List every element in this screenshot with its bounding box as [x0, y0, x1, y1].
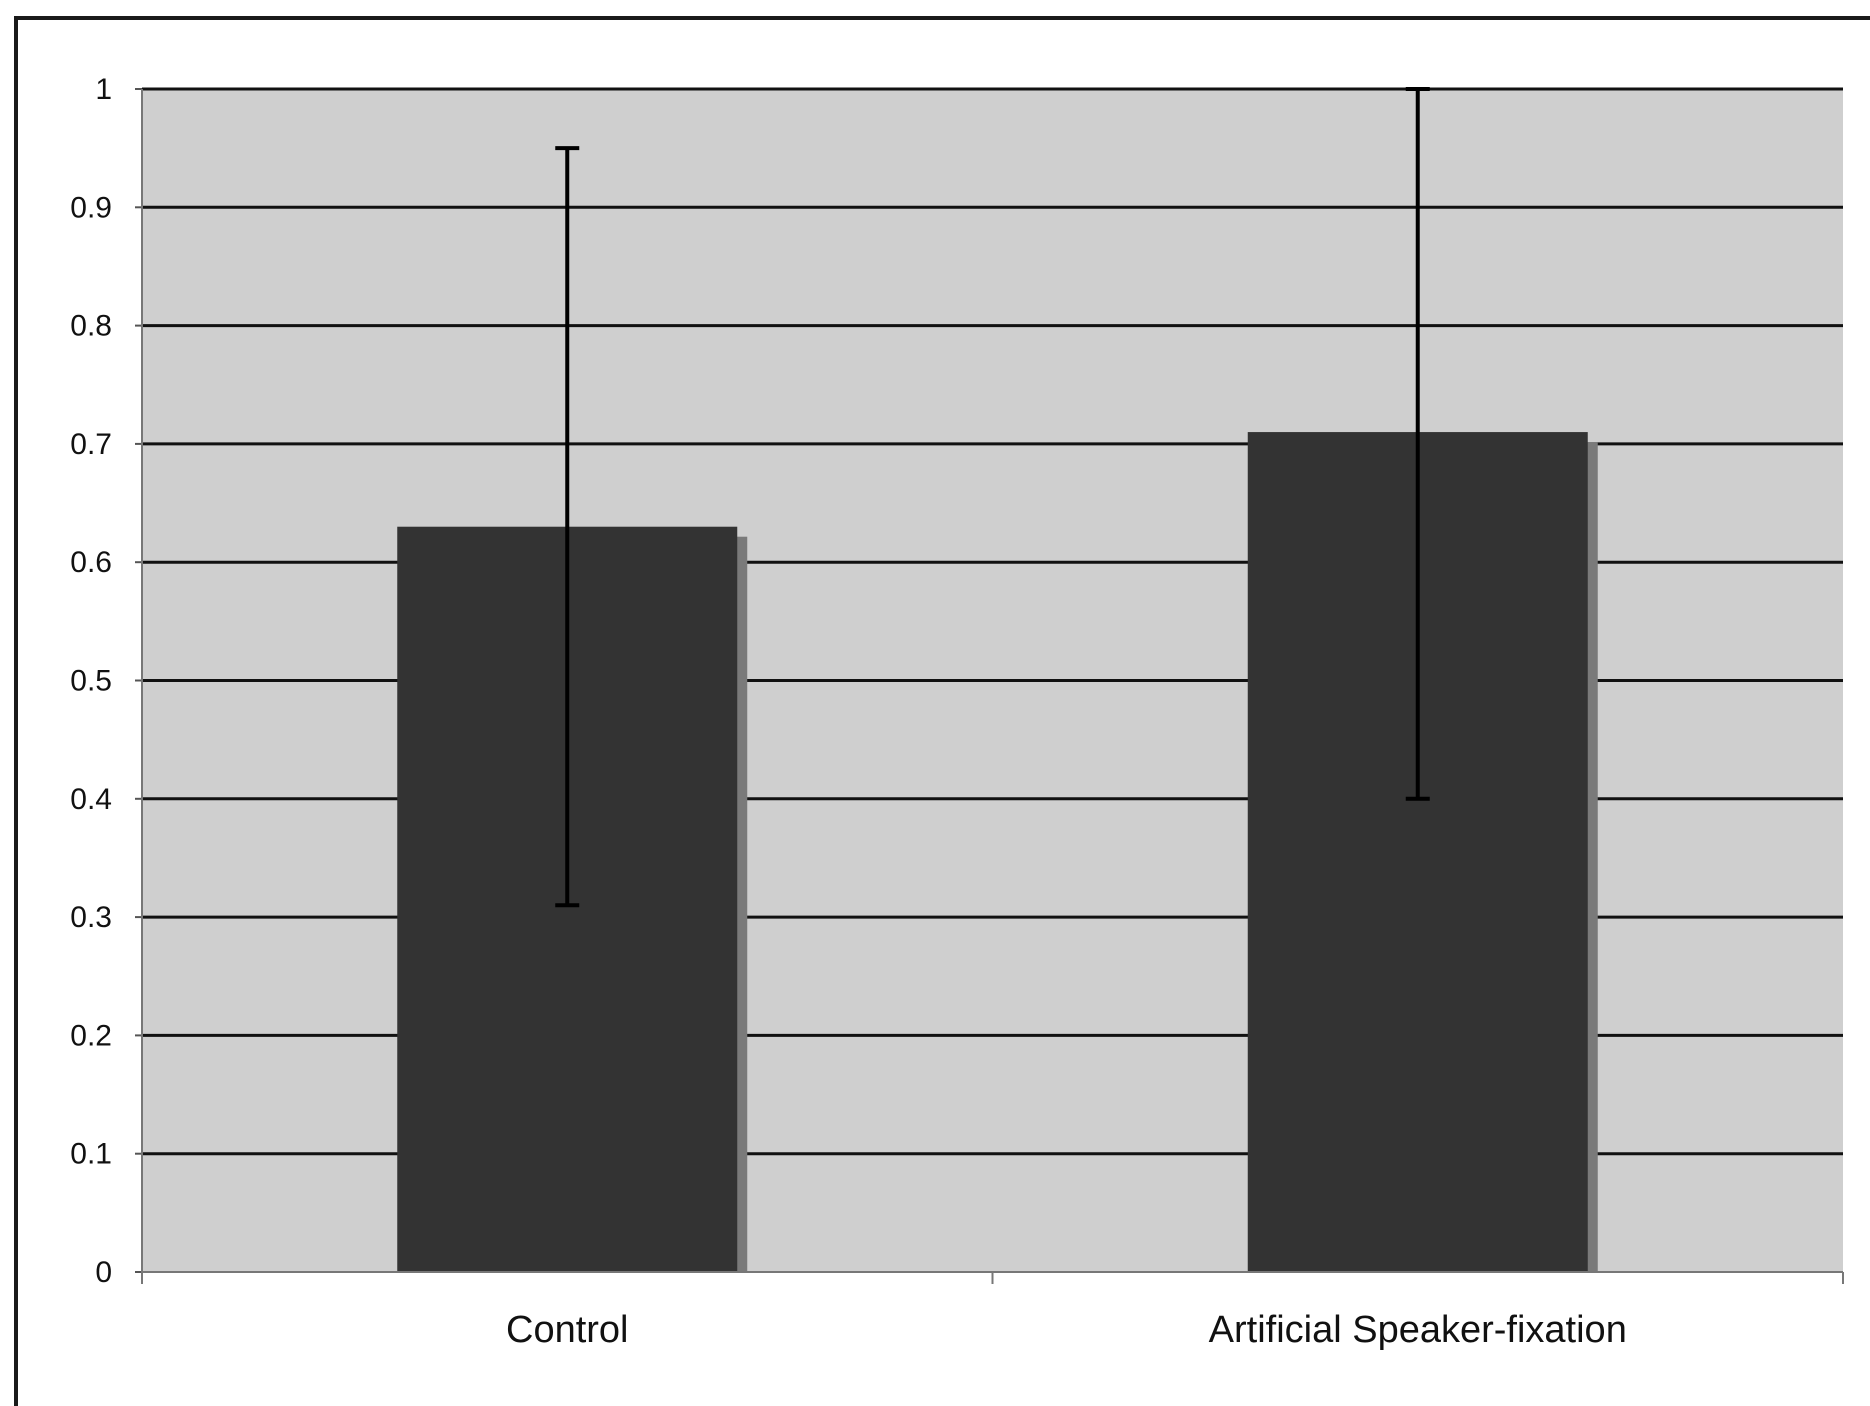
y-tick-label: 0.3 — [70, 901, 112, 934]
error-bars — [555, 87, 1430, 908]
y-tick-label: 0.4 — [70, 783, 112, 816]
y-tick-label: 1 — [95, 73, 112, 106]
axes — [141, 89, 1844, 1284]
y-tick-label: 0.8 — [70, 310, 112, 343]
y-tick-label: 0.2 — [70, 1019, 112, 1052]
y-tick-label: 0 — [95, 1256, 112, 1289]
x-category-label: Control — [506, 1309, 629, 1351]
x-category-label: Artificial Speaker-fixation — [1209, 1309, 1627, 1351]
y-tick-label: 0.1 — [70, 1138, 112, 1171]
y-tick-label: 0.9 — [70, 191, 112, 224]
x-axis-category-labels: Control Artificial Speaker-fixation — [506, 1309, 1627, 1351]
y-tick-label: 0.7 — [70, 428, 112, 461]
y-tick-label: 0.5 — [70, 665, 112, 698]
y-tick-label: 0.6 — [70, 546, 112, 579]
y-axis-tick-labels: 0 0.1 0.2 0.3 0.4 0.5 0.6 0.7 0.8 0.9 1 — [70, 73, 112, 1289]
